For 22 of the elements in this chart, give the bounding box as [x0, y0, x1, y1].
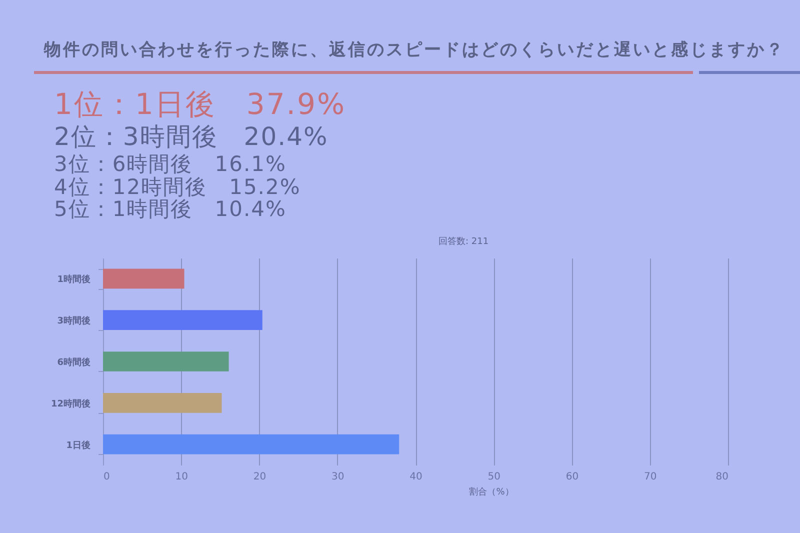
x-tick-label: 40: [410, 472, 422, 482]
text: 4位：12時間後 15.2%: [54, 175, 301, 199]
x-tick-label: 70: [644, 472, 657, 482]
text: 3位：6時間後 16.1%: [54, 152, 286, 176]
y-tick-label: 6時間後: [57, 357, 92, 368]
chart-title: 物件の問い合わせを行った際に、返信のスピードはどのくらいだと遅いと感じますか？: [44, 39, 785, 61]
x-tick-label: 50: [488, 472, 500, 482]
y-tick-label: 1時間後: [57, 274, 92, 286]
x-tick-label: 0: [104, 472, 110, 482]
x-axis-title: 割合（%）: [469, 486, 514, 498]
text: 2位：3時間後 20.4%: [54, 122, 328, 151]
y-tick-label: 12時間後: [50, 398, 92, 410]
x-tick-label: 30: [332, 472, 344, 482]
text: 5位：1時間後 10.4%: [54, 197, 286, 222]
text: 1位：1日後 37.9%: [54, 87, 346, 121]
chart-subtitle: 回答数: 211: [438, 236, 489, 247]
x-tick-label: 60: [566, 472, 579, 482]
y-tick-label: 1日後: [66, 440, 92, 451]
x-tick-label: 20: [253, 472, 266, 482]
y-tick-label: 3時間後: [57, 316, 92, 327]
x-tick-label: 10: [175, 472, 188, 482]
x-tick-label: 80: [716, 472, 728, 482]
